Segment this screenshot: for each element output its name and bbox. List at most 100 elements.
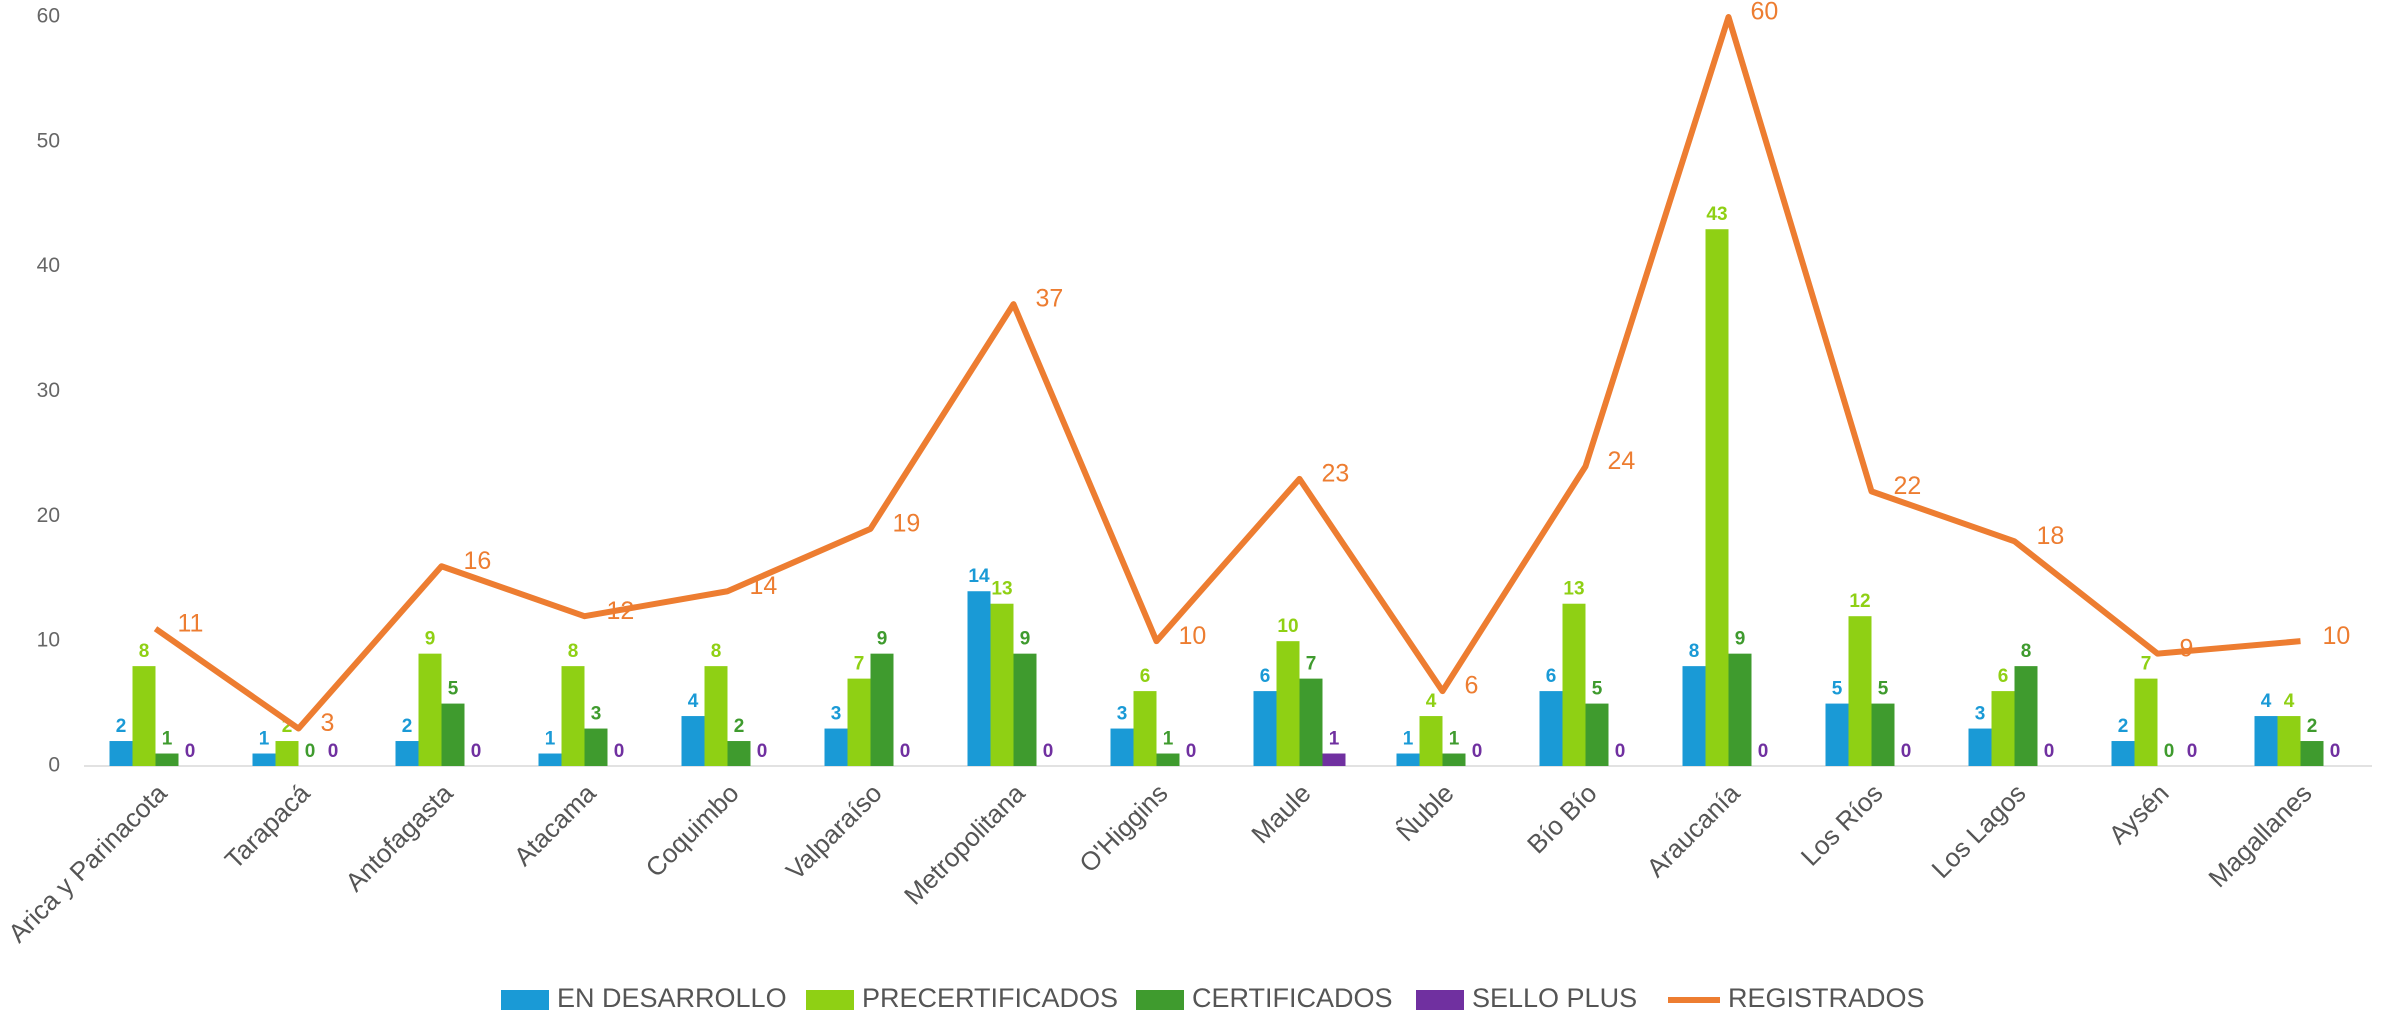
bar [561, 666, 585, 766]
bar [1110, 728, 1134, 766]
bar [1825, 703, 1849, 766]
data-label: 13 [1563, 579, 1584, 600]
bar [1442, 753, 1466, 766]
legend-swatch [501, 990, 549, 1010]
bar [727, 741, 751, 766]
data-label: 7 [2141, 654, 2152, 675]
bar [1585, 703, 1609, 766]
data-label: 2 [282, 716, 293, 737]
bar [2134, 678, 2158, 766]
bar [1299, 678, 1323, 766]
data-label: 0 [2164, 741, 2175, 762]
bar [1276, 641, 1300, 766]
legend-swatch [806, 990, 854, 1010]
bar [1156, 753, 1180, 766]
line-label: 9 [2180, 634, 2194, 662]
data-label: 14 [968, 566, 990, 587]
y-tick-label: 60 [37, 5, 60, 28]
data-label: 7 [854, 654, 865, 675]
line-label: 16 [464, 547, 492, 575]
legend-label: CERTIFICADOS [1192, 983, 1393, 1013]
data-label: 8 [2021, 641, 2032, 662]
data-label: 0 [1186, 741, 1197, 762]
bar [824, 728, 848, 766]
x-tick-label: Magallanes [2202, 778, 2317, 893]
data-label: 1 [162, 729, 173, 750]
y-tick-label: 50 [37, 129, 60, 152]
data-label: 0 [2187, 741, 2198, 762]
line-label: 10 [2323, 622, 2351, 650]
data-label: 13 [991, 579, 1012, 600]
data-label: 5 [1832, 679, 1843, 700]
legend-label: PRECERTIFICADOS [862, 983, 1118, 1013]
data-label: 6 [1260, 666, 1271, 687]
data-label: 4 [2261, 691, 2272, 712]
bar [2014, 666, 2038, 766]
data-label: 6 [1140, 666, 1151, 687]
bar [132, 666, 156, 766]
data-label: 5 [1878, 679, 1889, 700]
bar [1968, 728, 1992, 766]
bar [275, 741, 299, 766]
data-label: 0 [185, 741, 196, 762]
data-label: 7 [1306, 654, 1317, 675]
x-tick-label: O'Higgins [1073, 778, 1173, 878]
bar [1396, 753, 1420, 766]
x-tick-label: Tarapacá [219, 778, 316, 875]
data-label: 5 [1592, 679, 1603, 700]
data-label: 2 [402, 716, 413, 737]
bar [155, 753, 179, 766]
data-label: 9 [1020, 629, 1031, 650]
bar [1013, 653, 1037, 766]
x-tick-label: Arica y Parinacota [2, 778, 173, 949]
x-tick-label: Metropolitana [898, 778, 1031, 911]
line-label: 14 [750, 572, 778, 600]
bar [1322, 753, 1346, 766]
data-label: 12 [1849, 591, 1870, 612]
line-label: 37 [1036, 285, 1064, 313]
data-label: 1 [1449, 729, 1460, 750]
legend-label: EN DESARROLLO [557, 983, 787, 1013]
data-label: 4 [1426, 691, 1437, 712]
data-label: 8 [1689, 641, 1700, 662]
data-label: 8 [568, 641, 579, 662]
bar [2277, 716, 2301, 766]
y-tick-label: 20 [37, 504, 60, 527]
line-label: 18 [2037, 522, 2065, 550]
data-label: 43 [1706, 204, 1727, 225]
data-label: 3 [591, 704, 602, 725]
data-label: 0 [1901, 741, 1912, 762]
line-label: 23 [1322, 459, 1350, 487]
line-label: 19 [893, 509, 921, 537]
x-tick-label: Ñuble [1390, 778, 1459, 847]
data-label: 0 [900, 741, 911, 762]
x-tick-label: Antofagasta [339, 778, 459, 898]
bar [441, 703, 465, 766]
data-label: 9 [877, 629, 888, 650]
x-tick-label: Atacama [508, 778, 602, 872]
line-label: 12 [607, 597, 635, 625]
bar [1253, 691, 1277, 766]
data-label: 9 [425, 629, 436, 650]
line-label: 10 [1179, 622, 1207, 650]
data-label: 0 [1043, 741, 1054, 762]
line-label: 3 [321, 709, 335, 737]
x-tick-label: Maule [1245, 778, 1316, 849]
data-label: 0 [614, 741, 625, 762]
legend-label: REGISTRADOS [1728, 983, 1925, 1013]
data-label: 0 [2044, 741, 2055, 762]
y-tick-label: 30 [37, 379, 60, 402]
bar [1562, 603, 1586, 766]
y-tick-label: 0 [48, 754, 60, 777]
bar [1728, 653, 1752, 766]
data-label: 2 [734, 716, 745, 737]
bar [418, 653, 442, 766]
bar [1705, 229, 1729, 766]
bar [870, 653, 894, 766]
bar [2111, 741, 2135, 766]
bar [1871, 703, 1895, 766]
data-label: 5 [448, 679, 459, 700]
data-label: 0 [757, 741, 768, 762]
data-label: 2 [2118, 716, 2129, 737]
data-label: 10 [1277, 616, 1298, 637]
